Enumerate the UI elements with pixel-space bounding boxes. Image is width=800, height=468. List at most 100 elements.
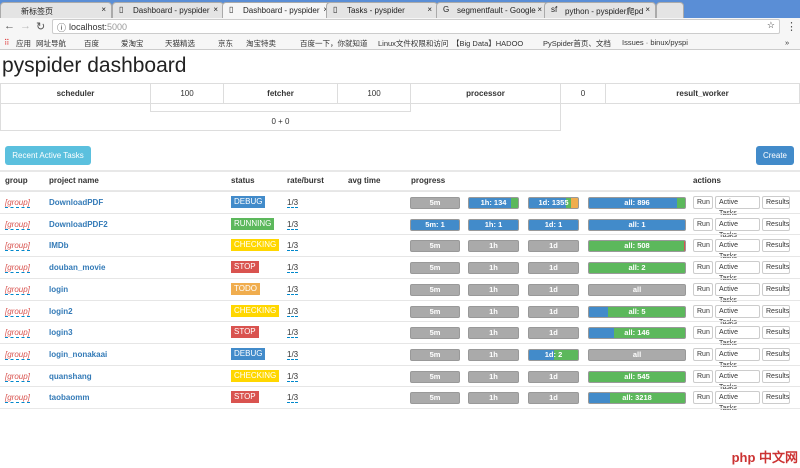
progress-bar[interactable]: 1h xyxy=(468,348,519,361)
group-link[interactable]: [group] xyxy=(5,284,30,295)
progress-bar[interactable]: 1d xyxy=(528,370,579,383)
run-button[interactable]: Run xyxy=(693,282,713,296)
group-link[interactable]: [group] xyxy=(5,263,30,274)
create-button[interactable]: Create xyxy=(756,146,794,165)
progress-bar[interactable]: 1d xyxy=(528,305,579,318)
group-link[interactable]: [group] xyxy=(5,349,30,360)
progress-bar[interactable]: 5m xyxy=(410,305,460,318)
recent-active-tasks-button[interactable]: Recent Active Tasks xyxy=(5,146,91,165)
progress-bar[interactable]: 5m xyxy=(410,262,460,275)
progress-bar[interactable]: 5m: 1 xyxy=(410,218,460,231)
active-tasks-button[interactable]: Active Tasks xyxy=(715,369,760,391)
group-link[interactable]: [group] xyxy=(5,306,30,317)
progress-bar[interactable]: all xyxy=(588,283,686,296)
status-badge[interactable]: RUNNING xyxy=(231,217,275,230)
bookmark-item[interactable]: PySpider首页、文档 xyxy=(543,39,611,48)
active-tasks-button[interactable]: Active Tasks xyxy=(715,326,760,347)
group-link[interactable]: [group] xyxy=(5,219,30,230)
status-badge[interactable]: STOP xyxy=(231,261,259,274)
progress-bar[interactable]: 1h xyxy=(468,283,519,296)
results-button[interactable]: Results xyxy=(762,369,790,383)
browser-tab[interactable]: ▯ Tasks - pyspider × xyxy=(326,2,438,18)
run-button[interactable]: Run xyxy=(693,326,713,340)
status-badge[interactable]: DEBUG xyxy=(231,347,266,360)
progress-bar[interactable]: 5m xyxy=(410,240,460,253)
results-button[interactable]: Results xyxy=(762,326,790,340)
bookmark-item[interactable]: 应用 xyxy=(16,39,31,48)
url-input[interactable]: ⓘ localhost:5000 ☆ xyxy=(52,19,780,34)
progress-bar[interactable]: 5m xyxy=(410,327,460,340)
project-name-link[interactable]: login xyxy=(49,284,69,294)
group-link[interactable]: [group] xyxy=(5,371,30,382)
project-name-link[interactable]: login3 xyxy=(49,328,73,338)
run-button[interactable]: Run xyxy=(693,239,713,253)
progress-bar[interactable]: 1d: 1355 xyxy=(528,197,579,209)
progress-bar[interactable]: 1h xyxy=(468,262,519,275)
rate-burst-link[interactable]: 1/3 xyxy=(287,241,299,252)
close-icon[interactable]: × xyxy=(213,5,218,14)
close-icon[interactable]: × xyxy=(323,5,328,14)
progress-bar[interactable]: 1d: 2 xyxy=(528,348,579,361)
progress-bar[interactable]: 1h xyxy=(468,240,519,253)
project-name-link[interactable]: taobaomm xyxy=(49,393,90,403)
bookmark-item[interactable]: 【Big Data】HADOO xyxy=(452,39,524,48)
active-tasks-button[interactable]: Active Tasks xyxy=(715,282,760,304)
active-tasks-button[interactable]: Active Tasks xyxy=(715,239,760,260)
rate-burst-link[interactable]: 1/3 xyxy=(287,284,299,295)
progress-bar[interactable]: 5m xyxy=(410,348,460,361)
reload-icon[interactable]: ↻ xyxy=(36,21,46,33)
new-tab-button[interactable] xyxy=(656,2,684,18)
run-button[interactable]: Run xyxy=(693,217,713,231)
active-tasks-button[interactable]: Active Tasks xyxy=(715,347,760,369)
rate-burst-link[interactable]: 1/3 xyxy=(287,349,299,360)
progress-bar[interactable]: all: 1 xyxy=(588,218,686,231)
group-link[interactable]: [group] xyxy=(5,198,30,208)
run-button[interactable]: Run xyxy=(693,261,713,275)
back-icon[interactable]: ← xyxy=(4,20,15,32)
results-button[interactable]: Results xyxy=(762,304,790,318)
active-tasks-button[interactable]: Active Tasks xyxy=(715,217,760,239)
run-button[interactable]: Run xyxy=(693,196,713,209)
status-badge[interactable]: TODO xyxy=(231,282,260,295)
progress-bar[interactable]: 1h xyxy=(468,305,519,318)
close-icon[interactable]: × xyxy=(101,5,106,14)
browser-tab[interactable]: sf python - pyspider爬pd × xyxy=(544,2,656,18)
forward-icon[interactable]: → xyxy=(20,20,31,32)
close-icon[interactable]: × xyxy=(645,5,650,14)
progress-bar[interactable]: 1h xyxy=(468,327,519,340)
active-tasks-button[interactable]: Active Tasks xyxy=(715,304,760,326)
progress-bar[interactable]: all: 896 xyxy=(588,197,686,209)
progress-bar[interactable]: all xyxy=(588,348,686,361)
results-button[interactable]: Results xyxy=(762,217,790,231)
browser-tab[interactable]: ▯ Dashboard - pyspider× xyxy=(222,2,334,18)
browser-tab[interactable]: ▯ Dashboard - pyspider× xyxy=(112,2,224,18)
progress-bar[interactable]: 1d xyxy=(528,240,579,253)
rate-burst-link[interactable]: 1/3 xyxy=(287,198,299,208)
project-name-link[interactable]: login2 xyxy=(49,306,73,316)
star-icon[interactable]: ☆ xyxy=(766,20,775,30)
progress-bar[interactable]: all: 3218 xyxy=(588,392,686,405)
status-badge[interactable]: DEBUG xyxy=(231,196,266,208)
results-button[interactable]: Results xyxy=(762,196,790,209)
project-name-link[interactable]: DownloadPDF xyxy=(49,198,104,207)
project-name-link[interactable]: IMDb xyxy=(49,241,69,251)
bookmark-item[interactable]: Linux文件权限和访问 xyxy=(378,39,449,48)
progress-bar[interactable]: 5m xyxy=(410,197,460,209)
progress-bar[interactable]: all: 146 xyxy=(588,327,686,340)
progress-bar[interactable]: all: 508 xyxy=(588,240,686,253)
progress-bar[interactable]: all: 5 xyxy=(588,305,686,318)
browser-tab[interactable]: 新标签页 × xyxy=(0,2,112,18)
progress-bar[interactable]: 1h: 134 xyxy=(468,197,519,209)
results-button[interactable]: Results xyxy=(762,282,790,296)
project-name-link[interactable]: douban_movie xyxy=(49,263,106,273)
bookmark-item[interactable]: 百度一下，你就知道 xyxy=(300,39,368,48)
progress-bar[interactable]: 1d xyxy=(528,392,579,405)
bookmark-item[interactable]: Issues · binux/pyspi xyxy=(622,38,688,47)
bookmark-item[interactable]: 百度 xyxy=(84,39,99,48)
progress-bar[interactable]: all: 545 xyxy=(588,370,686,383)
rate-burst-link[interactable]: 1/3 xyxy=(287,306,299,317)
status-badge[interactable]: CHECKING xyxy=(231,239,280,252)
rate-burst-link[interactable]: 1/3 xyxy=(287,263,299,274)
progress-bar[interactable]: 1d xyxy=(528,327,579,340)
